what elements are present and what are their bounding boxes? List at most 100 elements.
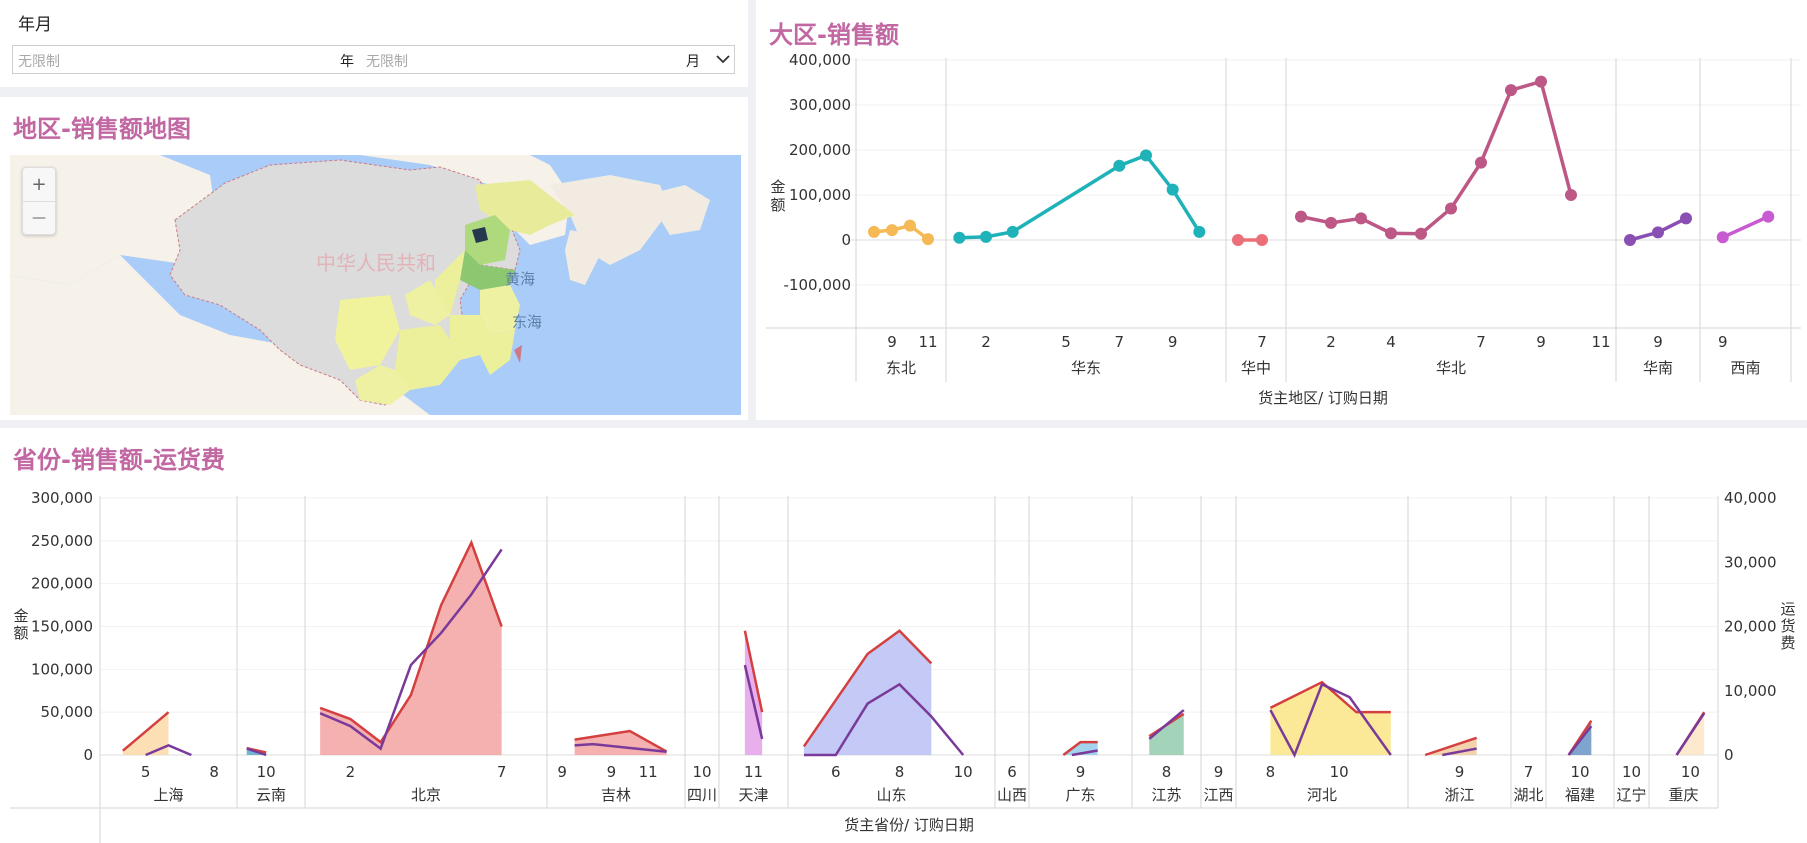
group-label: 华东 [1071,359,1101,377]
sales-area-天津 [744,630,763,755]
sales-line-河北 [1269,680,1391,714]
x-tick-label: 6 [1007,763,1017,781]
group-label: 华中 [1241,359,1271,377]
x-axis-title: 货主省份/ 订购日期 [844,816,974,834]
x-tick-label: 7 [1257,333,1267,351]
freight-line-吉林 [574,742,667,754]
data-point [1624,234,1636,246]
y2-tick-label: 30,000 [1724,553,1777,571]
y-tick-label: 300,000 [31,489,93,507]
y-tick-label: 300,000 [789,96,851,114]
data-point [1535,75,1547,88]
x-tick-label: 9 [607,763,617,781]
map-panel-title: 地区-销售额地图 [13,115,191,143]
end-month-placeholder[interactable]: 无限制 [366,54,408,70]
x-tick-label: 11 [639,763,658,781]
date-range-input[interactable]: 无限制 年 无限制 月 [12,45,735,74]
map-label-china: 中华人民共和 [316,251,436,275]
x-tick-label: 6 [831,763,841,781]
y-tick-label: 0 [841,231,851,249]
y-tick-label: -100,000 [784,276,851,294]
zoom-in-button[interactable]: + [31,174,47,195]
data-point [886,224,898,237]
x-tick-label: 10 [1570,763,1589,781]
y-tick-label: 0 [83,746,93,764]
y2-axis-label-char: 运 [1780,600,1795,618]
x-tick-label: 10 [1622,763,1641,781]
y2-axis-label-char: 费 [1780,634,1795,652]
freight-line-江苏 [1148,709,1185,740]
data-point [1762,210,1775,223]
x-tick-label: 8 [209,763,219,781]
province-chart-title: 省份-销售额-运货费 [13,446,225,474]
series-line-华东 [959,153,1201,240]
freight-line-广东 [1071,749,1098,757]
sales-line-上海 [122,711,170,752]
freight-line-河北 [1269,682,1392,758]
data-point [980,230,992,243]
map-canvas[interactable]: 中华人民共和 黄海 东海 [10,155,741,415]
data-point [1166,183,1179,196]
x-tick-label: 11 [1591,333,1610,351]
x-tick-label: 8 [1162,763,1172,781]
y2-tick-label: 20,000 [1724,618,1777,636]
zoom-out-button[interactable]: — [23,201,55,235]
y-tick-label: 400,000 [789,51,851,69]
map-label-yellow-sea: 黄海 [505,270,535,288]
sales-line-广东 [1062,740,1098,757]
group-label: 山西 [997,786,1027,804]
freight-line-重庆 [1675,712,1706,756]
province-sales-chart: 0 50,000 100,000 150,000 200,000 250,000 300,0… [10,489,1796,843]
region-sales-chart: -100,000 0 100,000 200,000 300,000 400,000 金额 9… [766,51,1801,407]
y2-tick-label: 0 [1724,746,1734,764]
y2-axis-label-char: 货 [1780,617,1795,635]
x-tick-label: 7 [497,763,507,781]
data-point [1232,234,1244,246]
x-tick-label: 2 [346,763,356,781]
sales-line-浙江 [1424,736,1478,757]
group-label: 福建 [1565,786,1595,804]
data-point [1475,156,1487,169]
group-label: 四川 [687,786,717,804]
x-tick-label: 9 [1076,763,1086,781]
sales-line-天津 [743,630,764,713]
map-panel: 地区-销售额地图 中华人民共和 黄海 东海 [0,97,748,420]
series-line-东北 [873,223,930,241]
group-label: 湖北 [1513,786,1543,804]
y-tick-label: 200,000 [789,141,851,159]
x-tick-label: 9 [1536,333,1546,351]
x-tick-label: 7 [1524,763,1534,781]
y-tick-label: 100,000 [31,660,93,678]
y-axis-label-1: 金 [13,607,28,625]
data-point [1565,189,1577,201]
data-point [922,233,934,246]
x-tick-label: 8 [1266,763,1276,781]
filter-label: 年月 [18,15,52,35]
group-label: 吉林 [601,786,631,804]
y-axis-label-2: 额 [13,624,28,642]
y-tick-label: 250,000 [31,532,93,550]
chevron-down-icon[interactable] [715,53,731,65]
y-axis-label-2: 额 [770,196,785,214]
group-label: 云南 [256,786,286,804]
x-tick-label: 11 [918,333,937,351]
group-label: 华南 [1643,359,1673,377]
group-label: 山东 [876,786,906,804]
freight-line-上海 [145,744,192,757]
x-tick-label: 8 [895,763,905,781]
x-tick-label: 2 [1326,333,1336,351]
freight-line-北京 [319,548,503,751]
y-axis-label-1: 金 [770,178,785,196]
start-year-placeholder[interactable]: 无限制 [18,54,60,70]
data-point [953,231,966,244]
map-label-east-sea: 东海 [512,313,542,331]
group-label: 天津 [738,786,768,804]
x-tick-label: 7 [1115,333,1125,351]
x-tick-label: 10 [257,763,276,781]
region-sales-map[interactable]: 中华人民共和 黄海 东海 + — [10,155,741,415]
data-point [904,219,916,232]
group-label: 北京 [411,786,441,804]
x-tick-label: 9 [1718,333,1728,351]
data-point [1113,159,1126,172]
data-point [1415,227,1427,240]
